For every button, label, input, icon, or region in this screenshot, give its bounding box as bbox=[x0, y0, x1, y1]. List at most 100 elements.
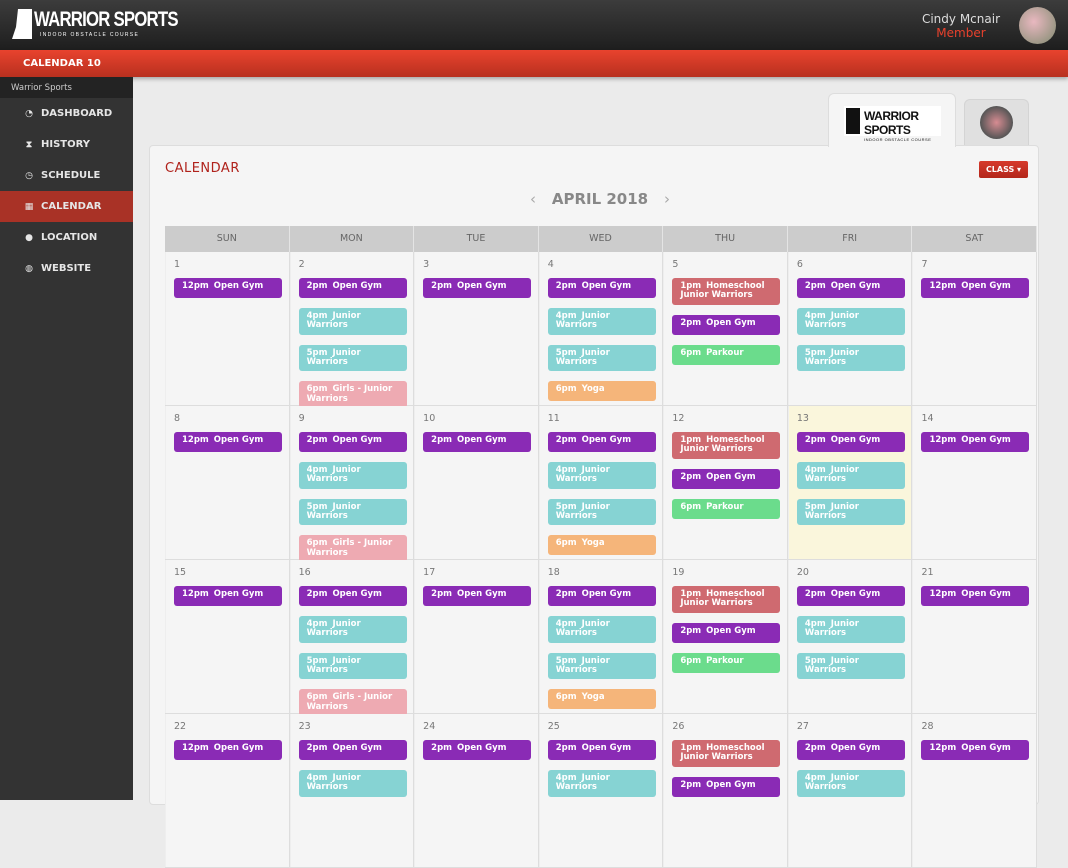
event-junior[interactable]: 4pm Junior Warriors bbox=[298, 770, 407, 797]
event-open[interactable]: 2pm Open Gym bbox=[796, 586, 905, 606]
event-parkour[interactable]: 6pm Parkour bbox=[672, 498, 781, 519]
sidebar-item-history[interactable]: ⧗ HISTORY bbox=[0, 129, 133, 160]
warrior-sports-logo[interactable]: WARRIOR SPORTS INDOOR OBSTACLE COURSE bbox=[12, 8, 214, 39]
prev-month-button[interactable]: ‹ bbox=[530, 190, 536, 208]
tab-secondary-location[interactable] bbox=[964, 99, 1029, 146]
sidebar-item-dashboard[interactable]: ◔ DASHBOARD bbox=[0, 98, 133, 129]
day-cell[interactable]: 18 2pm Open Gym 4pm Junior Warriors 5pm Junior… bbox=[538, 560, 664, 713]
event-homeschool[interactable]: 1pm Homeschool Junior Warriors bbox=[672, 740, 781, 767]
event-open[interactable]: 12pm Open Gym bbox=[174, 278, 282, 298]
day-cell[interactable]: 25 2pm Open Gym 4pm Junior Warriors bbox=[538, 714, 664, 867]
event-open[interactable]: 12pm Open Gym bbox=[174, 586, 282, 606]
day-cell[interactable]: 13 2pm Open Gym 4pm Junior Warriors 5pm Junior… bbox=[787, 406, 913, 559]
event-homeschool[interactable]: 1pm Homeschool Junior Warriors bbox=[672, 278, 781, 305]
event-junior[interactable]: 4pm Junior Warriors bbox=[547, 462, 656, 489]
event-open[interactable]: 2pm Open Gym bbox=[796, 740, 905, 760]
day-cell[interactable]: 8 12pm Open Gym bbox=[165, 406, 290, 559]
sidebar-item-website[interactable]: ◍ WEBSITE bbox=[0, 253, 133, 284]
day-cell[interactable]: 17 2pm Open Gym bbox=[414, 560, 539, 713]
avatar[interactable] bbox=[1019, 7, 1056, 44]
day-cell[interactable]: 15 12pm Open Gym bbox=[165, 560, 290, 713]
day-cell[interactable]: 11 2pm Open Gym 4pm Junior Warriors 5pm Junior… bbox=[538, 406, 664, 559]
event-open[interactable]: 12pm Open Gym bbox=[921, 586, 1030, 606]
event-junior[interactable]: 5pm Junior Warriors bbox=[547, 652, 656, 680]
day-cell[interactable]: 5 1pm Homeschool Junior Warriors 2pm Open Gy… bbox=[663, 252, 788, 405]
sidebar-item-schedule[interactable]: ◷ SCHEDULE bbox=[0, 160, 133, 191]
day-cell[interactable]: 16 2pm Open Gym 4pm Junior Warriors 5pm Junior… bbox=[289, 560, 415, 717]
day-cell[interactable]: 24 2pm Open Gym bbox=[414, 714, 539, 867]
sidebar-item-calendar[interactable]: ▦ CALENDAR bbox=[0, 191, 133, 222]
event-homeschool[interactable]: 1pm Homeschool Junior Warriors bbox=[672, 432, 781, 459]
event-junior[interactable]: 4pm Junior Warriors bbox=[796, 462, 905, 489]
event-homeschool[interactable]: 1pm Homeschool Junior Warriors bbox=[672, 586, 781, 613]
event-junior[interactable]: 4pm Junior Warriors bbox=[547, 616, 656, 643]
event-girls[interactable]: 6pm Girls - Junior Warriors bbox=[298, 381, 407, 409]
event-girls[interactable]: 6pm Girls - Junior Warriors bbox=[298, 689, 407, 717]
event-junior[interactable]: 5pm Junior Warriors bbox=[298, 498, 407, 526]
event-open[interactable]: 2pm Open Gym bbox=[423, 432, 532, 452]
event-open[interactable]: 2pm Open Gym bbox=[298, 740, 407, 760]
day-cell[interactable]: 26 1pm Homeschool Junior Warriors 2pm Open G… bbox=[663, 714, 788, 867]
event-girls[interactable]: 6pm Girls - Junior Warriors bbox=[298, 535, 407, 563]
day-cell[interactable]: 3 2pm Open Gym bbox=[414, 252, 539, 405]
event-open[interactable]: 2pm Open Gym bbox=[672, 314, 781, 335]
event-junior[interactable]: 5pm Junior Warriors bbox=[298, 652, 407, 680]
event-junior[interactable]: 4pm Junior Warriors bbox=[298, 462, 407, 489]
event-junior[interactable]: 4pm Junior Warriors bbox=[796, 308, 905, 335]
day-cell[interactable]: 6 2pm Open Gym 4pm Junior Warriors 5pm Junior … bbox=[787, 252, 913, 405]
event-junior[interactable]: 5pm Junior Warriors bbox=[796, 344, 905, 372]
day-cell[interactable]: 9 2pm Open Gym 4pm Junior Warriors 5pm Junior … bbox=[289, 406, 415, 563]
day-cell[interactable]: 28 12pm Open Gym bbox=[912, 714, 1038, 867]
day-cell[interactable]: 21 12pm Open Gym bbox=[912, 560, 1038, 713]
event-open[interactable]: 2pm Open Gym bbox=[298, 586, 407, 606]
event-open[interactable]: 2pm Open Gym bbox=[796, 432, 905, 452]
event-open[interactable]: 2pm Open Gym bbox=[423, 278, 532, 298]
event-open[interactable]: 12pm Open Gym bbox=[921, 432, 1030, 452]
event-open[interactable]: 2pm Open Gym bbox=[547, 432, 656, 452]
event-parkour[interactable]: 6pm Parkour bbox=[672, 652, 781, 673]
day-cell[interactable]: 12 1pm Homeschool Junior Warriors 2pm Open G… bbox=[663, 406, 788, 559]
event-yoga[interactable]: 6pm Yoga bbox=[547, 381, 656, 402]
event-open[interactable]: 12pm Open Gym bbox=[921, 740, 1030, 760]
event-open[interactable]: 12pm Open Gym bbox=[921, 278, 1030, 298]
event-open[interactable]: 2pm Open Gym bbox=[547, 278, 656, 298]
event-open[interactable]: 2pm Open Gym bbox=[423, 740, 532, 760]
day-cell[interactable]: 2 2pm Open Gym 4pm Junior Warriors 5pm Junior … bbox=[289, 252, 415, 409]
class-filter-button[interactable]: CLASS ▾ bbox=[979, 161, 1028, 178]
event-open[interactable]: 2pm Open Gym bbox=[423, 586, 532, 606]
event-junior[interactable]: 5pm Junior Warriors bbox=[547, 344, 656, 372]
event-open[interactable]: 12pm Open Gym bbox=[174, 740, 282, 760]
event-junior[interactable]: 4pm Junior Warriors bbox=[547, 770, 656, 797]
event-open[interactable]: 2pm Open Gym bbox=[298, 432, 407, 452]
event-open[interactable]: 2pm Open Gym bbox=[547, 586, 656, 606]
event-open[interactable]: 2pm Open Gym bbox=[796, 278, 905, 298]
event-yoga[interactable]: 6pm Yoga bbox=[547, 689, 656, 710]
event-yoga[interactable]: 6pm Yoga bbox=[547, 535, 656, 556]
day-cell[interactable]: 23 2pm Open Gym 4pm Junior Warriors bbox=[289, 714, 415, 867]
event-junior[interactable]: 4pm Junior Warriors bbox=[796, 616, 905, 643]
day-cell[interactable]: 10 2pm Open Gym bbox=[414, 406, 539, 559]
user-info[interactable]: Cindy Mcnair Member bbox=[922, 12, 1000, 40]
tab-warrior-sports[interactable]: WARRIOR SPORTS INDOOR OBSTACLE COURSE bbox=[828, 93, 956, 147]
sidebar-item-location[interactable]: ● LOCATION bbox=[0, 222, 133, 253]
event-junior[interactable]: 5pm Junior Warriors bbox=[796, 498, 905, 526]
event-open[interactable]: 2pm Open Gym bbox=[298, 278, 407, 298]
day-cell[interactable]: 27 2pm Open Gym 4pm Junior Warriors bbox=[787, 714, 913, 867]
event-parkour[interactable]: 6pm Parkour bbox=[672, 344, 781, 365]
day-cell[interactable]: 1 12pm Open Gym bbox=[165, 252, 290, 405]
day-cell[interactable]: 14 12pm Open Gym bbox=[912, 406, 1038, 559]
event-junior[interactable]: 5pm Junior Warriors bbox=[796, 652, 905, 680]
event-junior[interactable]: 4pm Junior Warriors bbox=[547, 308, 656, 335]
event-junior[interactable]: 5pm Junior Warriors bbox=[547, 498, 656, 526]
day-cell[interactable]: 7 12pm Open Gym bbox=[912, 252, 1038, 405]
event-junior[interactable]: 4pm Junior Warriors bbox=[298, 308, 407, 335]
event-open[interactable]: 12pm Open Gym bbox=[174, 432, 282, 452]
event-open[interactable]: 2pm Open Gym bbox=[672, 622, 781, 643]
event-junior[interactable]: 5pm Junior Warriors bbox=[298, 344, 407, 372]
day-cell[interactable]: 19 1pm Homeschool Junior Warriors 2pm Open G… bbox=[663, 560, 788, 713]
event-open[interactable]: 2pm Open Gym bbox=[547, 740, 656, 760]
event-open[interactable]: 2pm Open Gym bbox=[672, 776, 781, 797]
next-month-button[interactable]: › bbox=[664, 190, 670, 208]
day-cell[interactable]: 4 2pm Open Gym 4pm Junior Warriors 5pm Junior … bbox=[538, 252, 664, 405]
event-junior[interactable]: 4pm Junior Warriors bbox=[796, 770, 905, 797]
